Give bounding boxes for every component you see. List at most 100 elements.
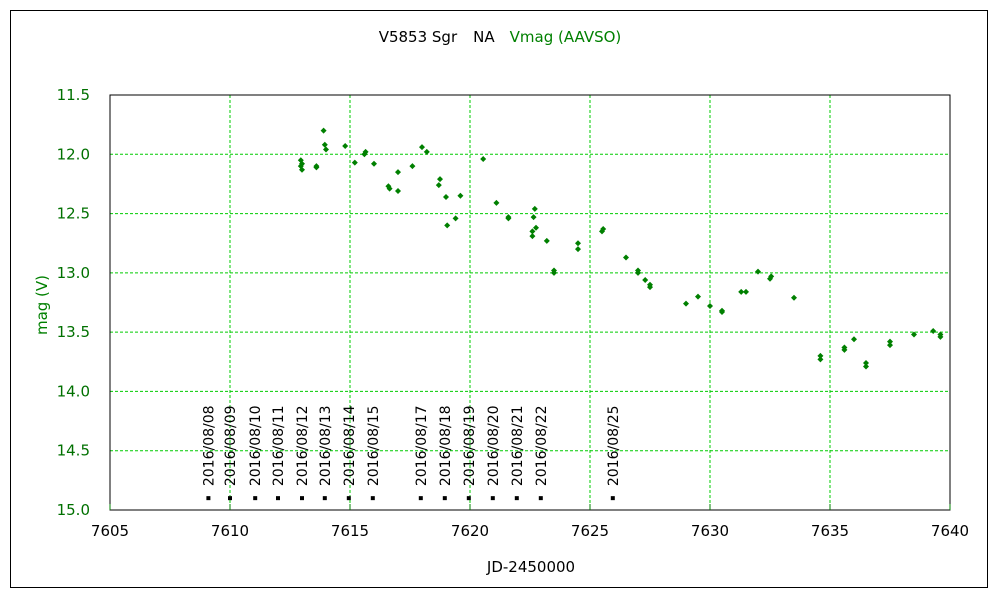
date-marker-point — [206, 496, 211, 501]
data-point — [575, 246, 581, 253]
data-points — [297, 127, 944, 370]
data-point — [623, 254, 629, 261]
x-tick-label: 7640 — [931, 522, 969, 540]
date-marker-label: 2016/08/21 — [510, 405, 526, 486]
data-point — [423, 148, 430, 155]
date-marker-label: 2016/08/14 — [342, 405, 358, 486]
date-marker-point — [514, 496, 519, 501]
data-point — [362, 148, 369, 155]
date-marker-label: 2016/08/17 — [414, 405, 430, 486]
date-marker-label: 2016/08/11 — [271, 405, 287, 486]
data-point — [457, 192, 464, 199]
x-ticks: 7605 7610 7615 7620 7625 7630 7635 7640 — [91, 504, 969, 540]
x-axis-label: JD-2450000 — [486, 558, 575, 576]
chart-title-part: NA — [473, 28, 495, 46]
y-tick-label: 13.0 — [57, 264, 90, 282]
data-point — [505, 214, 512, 221]
chart-frame — [10, 10, 988, 588]
data-point — [342, 142, 349, 149]
data-point — [299, 160, 305, 167]
data-point — [321, 141, 328, 148]
data-point — [419, 144, 425, 151]
data-point — [551, 269, 557, 276]
y-tick-label: 15.0 — [57, 501, 90, 519]
data-point — [437, 176, 443, 183]
data-point — [911, 331, 917, 338]
data-point — [395, 188, 401, 195]
x-tick-label: 7625 — [571, 522, 609, 540]
date-marker-point — [276, 496, 280, 501]
date-marker-point — [538, 496, 543, 501]
y-ticks: 11.5 12.0 12.5 13.0 13.5 14.0 14.5 15.0 — [57, 86, 90, 519]
data-point — [409, 163, 416, 170]
data-point — [351, 159, 358, 166]
date-marker-label: 2016/08/19 — [462, 405, 478, 486]
plot-area — [109, 94, 951, 511]
date-marker-point — [322, 496, 327, 501]
date-marker-label: 2016/08/13 — [318, 405, 334, 486]
data-point — [443, 193, 449, 200]
data-point — [707, 303, 713, 310]
data-point — [371, 160, 377, 167]
date-marker-label: 2016/08/10 — [248, 405, 264, 486]
y-tick-label: 13.5 — [57, 323, 90, 341]
data-point — [887, 338, 893, 345]
x-tick-label: 7620 — [451, 522, 489, 540]
data-point — [575, 240, 581, 247]
data-point — [695, 293, 701, 300]
data-point — [323, 146, 329, 153]
x-tick-label: 7615 — [331, 522, 369, 540]
data-point — [529, 228, 536, 235]
data-point — [452, 215, 459, 222]
data-point — [642, 276, 649, 283]
data-point — [600, 225, 607, 232]
data-point — [395, 169, 401, 176]
data-point — [768, 273, 775, 280]
data-point — [851, 336, 857, 343]
data-point — [493, 199, 500, 206]
data-point — [386, 185, 393, 192]
date-marker-point — [610, 496, 615, 501]
data-point — [435, 182, 442, 189]
date-marker-point — [370, 496, 375, 501]
date-marker-point — [442, 496, 447, 501]
date-marker-label: 2016/08/15 — [366, 405, 382, 486]
data-point — [791, 294, 797, 301]
date-marker-point — [418, 496, 423, 501]
data-point — [313, 164, 320, 171]
y-tick-label: 14.0 — [57, 382, 90, 400]
grid — [110, 95, 950, 510]
data-point — [755, 268, 761, 275]
date-marker-point — [300, 496, 304, 501]
data-point — [480, 156, 487, 163]
data-point — [531, 205, 538, 212]
data-point — [320, 127, 327, 134]
data-point — [530, 214, 537, 221]
date-markers: 2016/08/08 2016/08/09 2016/08/10 2016/08/11… — [201, 405, 622, 501]
data-point — [887, 342, 893, 349]
date-marker-label: 2016/08/18 — [438, 405, 454, 486]
data-point — [533, 224, 539, 231]
date-marker-point — [228, 496, 232, 501]
y-tick-label: 12.0 — [57, 145, 90, 163]
data-point — [937, 333, 944, 340]
chart-title-part: V5853 Sgr — [379, 28, 458, 46]
date-marker-label: 2016/08/12 — [295, 405, 311, 486]
date-marker-point — [253, 496, 258, 501]
y-tick-label: 14.5 — [57, 442, 90, 460]
y-tick-label: 12.5 — [57, 205, 90, 223]
date-marker-point — [466, 496, 471, 501]
data-point — [529, 233, 536, 240]
date-marker-label: 2016/08/22 — [534, 405, 550, 486]
data-point — [817, 356, 824, 363]
chart-title: V5853 Sgr NA Vmag (AAVSO) — [379, 28, 622, 46]
y-tick-label: 11.5 — [57, 86, 90, 104]
x-tick-label: 7630 — [691, 522, 729, 540]
data-point — [543, 237, 550, 244]
y-axis-label: mag (V) — [33, 275, 51, 335]
chart-title-part: Vmag (AAVSO) — [510, 28, 622, 46]
date-marker-label: 2016/08/09 — [223, 405, 239, 486]
date-marker-label: 2016/08/25 — [606, 405, 622, 486]
x-tick-label: 7605 — [91, 522, 129, 540]
